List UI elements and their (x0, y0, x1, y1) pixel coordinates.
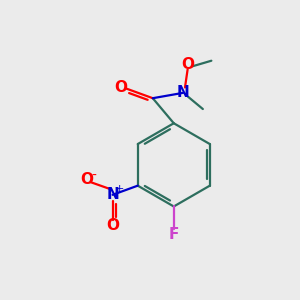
Text: -: - (91, 169, 96, 183)
Text: O: O (106, 218, 119, 233)
Text: N: N (106, 187, 119, 202)
Text: O: O (181, 56, 194, 71)
Text: O: O (114, 80, 128, 94)
Text: F: F (169, 226, 179, 242)
Text: O: O (81, 172, 94, 187)
Text: N: N (177, 85, 190, 100)
Text: +: + (115, 184, 124, 194)
